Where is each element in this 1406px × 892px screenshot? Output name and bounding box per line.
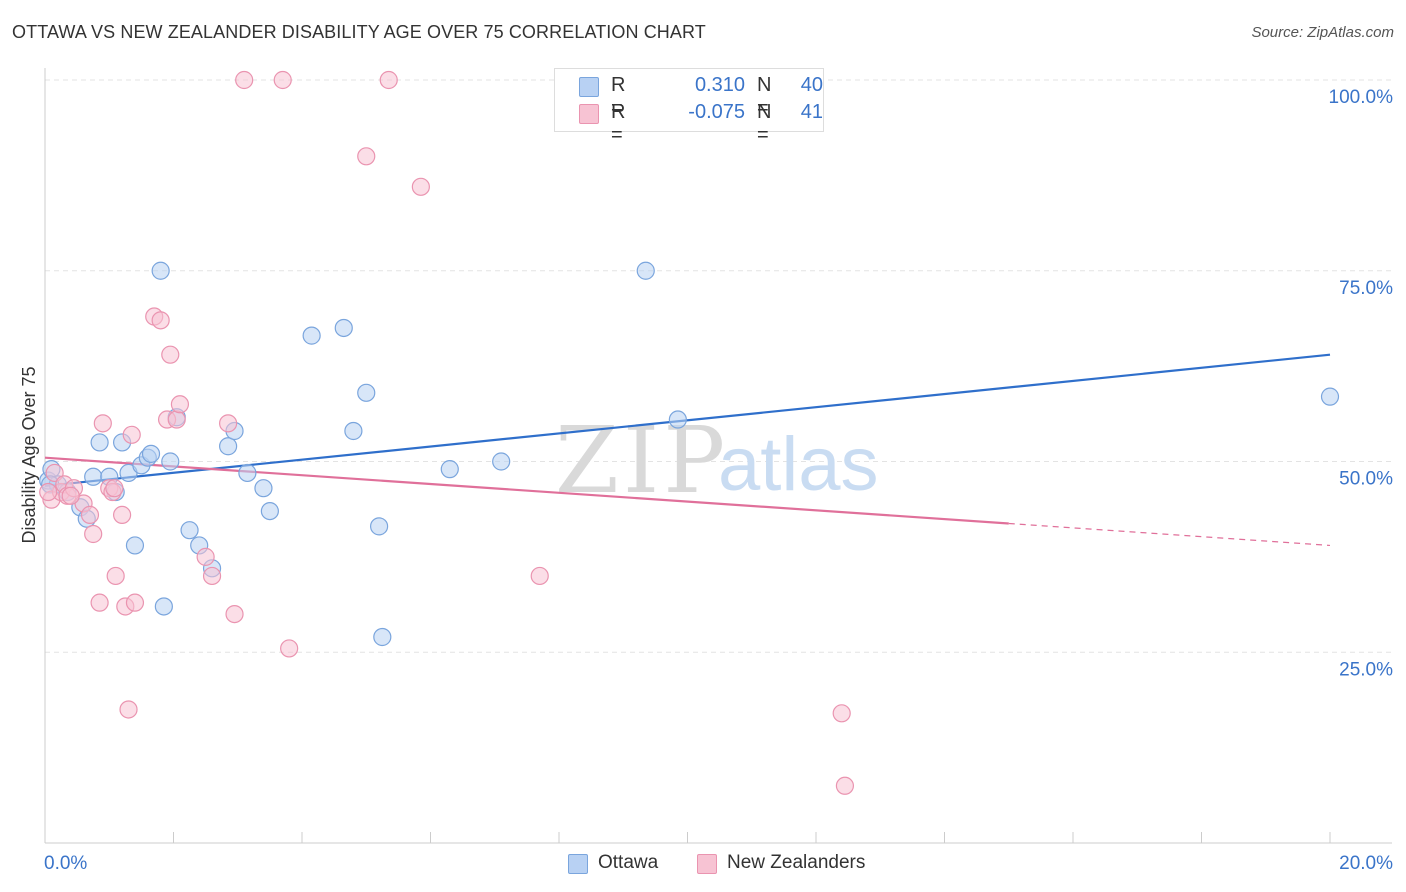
new-zealanders-point [84, 524, 103, 544]
watermark: ZIP atlas [555, 407, 879, 514]
legend-r-value: -0.075 [688, 101, 745, 123]
ottawa-point [440, 460, 459, 479]
new-zealanders-point [273, 70, 292, 90]
ottawa-point [334, 318, 353, 338]
ottawa-point [1320, 387, 1340, 406]
new-zealanders-point [119, 700, 138, 719]
x-tick-label: 0.0% [44, 853, 87, 874]
y-tick-label: 75.0% [1339, 278, 1393, 299]
legend-r-value: 0.310 [694, 74, 745, 96]
ottawa-swatch [568, 854, 588, 874]
new-zealanders-point [280, 639, 299, 658]
new-zealanders-point [225, 604, 244, 624]
ottawa-point [373, 627, 392, 647]
ottawa-point [84, 467, 103, 486]
legend-r-label: R = [611, 74, 626, 119]
chart-source: Source: ZipAtlas.com [1251, 24, 1394, 41]
new-zealanders-point [61, 486, 80, 505]
new-zealanders-swatch [697, 854, 717, 874]
ottawa-point [219, 437, 238, 456]
bottom-legend-label: New Zealanders [727, 852, 866, 873]
new-zealanders-point [379, 70, 398, 90]
new-zealanders-point [39, 482, 58, 502]
ottawa-point [344, 421, 363, 441]
data-points [39, 70, 1340, 795]
legend-r-label: R = [611, 101, 626, 146]
new-zealanders-swatch [579, 104, 599, 124]
y-tick-label: 25.0% [1339, 659, 1393, 680]
new-zealanders-point [93, 414, 112, 433]
ottawa-swatch [579, 77, 599, 97]
watermark-atlas: atlas [718, 422, 879, 507]
ottawa-point [357, 383, 376, 402]
new-zealanders-point [125, 593, 145, 612]
axes [44, 68, 1392, 844]
new-zealanders-point [832, 704, 851, 723]
ottawa-point [238, 463, 257, 483]
new-zealanders-point [161, 345, 180, 364]
ottawa-point [90, 433, 109, 452]
new-zealanders-trend-line [44, 456, 1009, 525]
chart-title: OTTAWA VS NEW ZEALANDER DISABILITY AGE O… [12, 22, 706, 42]
y-tick-label: 50.0% [1339, 469, 1393, 490]
new-zealanders-point [357, 147, 376, 166]
new-zealanders-point [170, 395, 190, 414]
ottawa-point [161, 452, 180, 471]
ottawa-point [636, 261, 655, 280]
ottawa-point [180, 521, 199, 540]
bottom-legend-label: Ottawa [598, 852, 659, 873]
ottawa-point [302, 326, 321, 345]
ottawa-point [668, 410, 687, 429]
new-zealanders-point [106, 566, 125, 586]
y-tick-label: 100.0% [1329, 87, 1394, 108]
new-zealanders-point [196, 547, 215, 566]
new-zealanders-point [835, 776, 855, 795]
new-zealanders-point [112, 505, 132, 525]
ottawa-point [154, 597, 173, 616]
stats-legend: R = 0.310 N = 40 R = -0.075 N = 41 [554, 68, 824, 146]
legend-n-label: N = [757, 74, 772, 119]
new-zealanders-point [90, 593, 109, 612]
ottawa-point [141, 444, 161, 463]
x-tick-label: 20.0% [1339, 853, 1393, 874]
ottawa-point [254, 479, 273, 498]
new-zealanders-point [530, 566, 549, 586]
new-zealanders-point [219, 414, 238, 433]
new-zealanders-point [122, 425, 141, 444]
new-zealanders-point [235, 70, 254, 90]
ottawa-point [260, 501, 279, 521]
ottawa-point [151, 261, 170, 280]
new-zealanders-point [411, 177, 430, 196]
ottawa-trend-line [44, 353, 1331, 488]
new-zealanders-point [151, 311, 170, 330]
new-zealanders-trend-line-extension [1008, 522, 1331, 547]
ottawa-point [492, 452, 511, 471]
legend-n-value: 40 [800, 74, 823, 96]
new-zealanders-point [105, 479, 124, 498]
trend-lines [44, 353, 1331, 547]
y-axis-title: Disability Age Over 75 [19, 366, 39, 543]
new-zealanders-point [80, 505, 100, 525]
ottawa-point [125, 536, 145, 555]
gridlines [45, 79, 1392, 653]
legend-n-value: 41 [800, 101, 823, 123]
legend-n-label: N = [757, 101, 772, 146]
ottawa-point [370, 517, 389, 536]
tick-labels: 25.0% 50.0% 75.0% 100.0% 0.0% 20.0% Disability… [19, 87, 1393, 874]
new-zealanders-point [202, 566, 222, 586]
new-zealanders-point [167, 410, 186, 429]
